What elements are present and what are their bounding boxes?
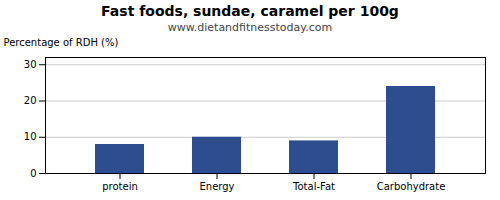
html-text:www.dietandfitnesstoday.com: www.dietandfitnesstoday.com	[167, 21, 333, 34]
svg-text:Percentage of RDH (%): Percentage of RDH (%)	[4, 37, 119, 48]
svg-text:30: 30	[24, 59, 37, 70]
svg-text:protein: protein	[102, 181, 138, 192]
svg-text:Energy: Energy	[199, 181, 234, 192]
html-text:Fast foods, sundae, caramel pe: Fast foods, sundae, caramel per 100g	[101, 3, 399, 19]
svg-text:Total-Fat: Total-Fat	[292, 181, 335, 192]
svg-text:Carbohydrate: Carbohydrate	[377, 181, 446, 192]
svg-text:20: 20	[24, 95, 37, 106]
svg-text:10: 10	[24, 131, 37, 142]
svg-text:0: 0	[30, 168, 36, 179]
